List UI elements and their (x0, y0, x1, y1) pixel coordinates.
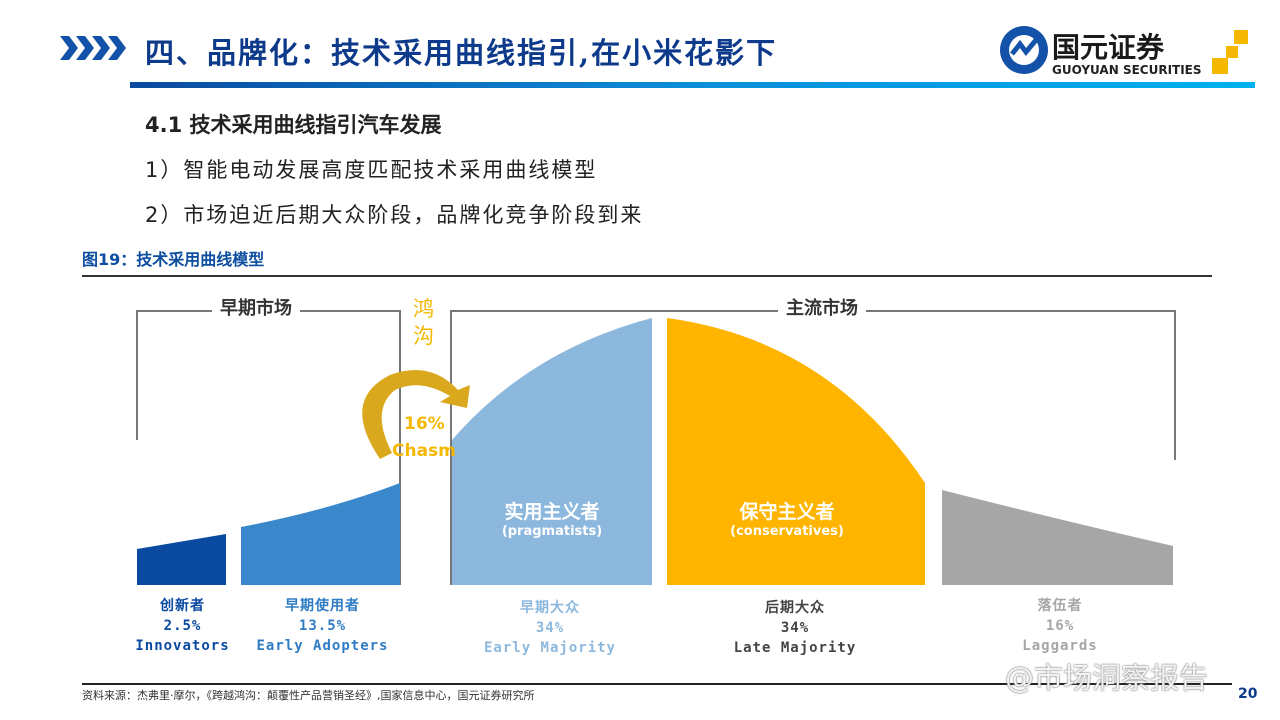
point-1: 1）智能电动发展高度匹配技术采用曲线模型 (145, 158, 598, 182)
page-title: 四、品牌化：技术采用曲线指引,在小米花影下 (145, 36, 778, 70)
group-pct: 16% (1045, 618, 1075, 634)
chasm-label-cn: 鸿沟 (413, 297, 434, 348)
group-late-majority: 后期大众 34% Late Majority (705, 598, 885, 658)
segment-early-majority (452, 318, 652, 585)
segment-laggards (942, 490, 1173, 585)
logo-text-en: GUOYUAN SECURITIES (1052, 63, 1202, 77)
early-market-label: 早期市场 (212, 294, 300, 320)
point-2: 2）市场迫近后期大众阶段，品牌化竞争阶段到来 (145, 203, 644, 227)
page-number: 20 (1238, 686, 1258, 702)
chasm-arrow-icon (362, 370, 470, 459)
logo-text-cn: 国元证券 (1052, 31, 1165, 64)
divider (82, 275, 1212, 277)
guoyuan-logo-icon (1000, 26, 1048, 74)
group-en: Laggards (1022, 638, 1098, 654)
figure-caption: 图19：技术采用曲线模型 (82, 250, 265, 269)
group-cn: 落伍者 (1037, 598, 1083, 614)
chevrons-icon (60, 36, 126, 60)
footer-divider (82, 683, 1232, 685)
watermark: @市场洞察报告 (1005, 661, 1209, 695)
group-innovators: 创新者 2.5% Innovators (120, 596, 245, 656)
segment-early-adopters (241, 483, 400, 585)
group-en: Innovators (135, 638, 230, 654)
header-bar (130, 82, 1255, 88)
conservatives-cn: 保守主义者 (739, 501, 835, 523)
main-market-label: 主流市场 (778, 294, 866, 320)
segment-late-majority (667, 318, 925, 585)
group-en: Early Adopters (256, 638, 389, 654)
group-cn: 早期大众 (520, 600, 580, 616)
source-note: 资料来源：杰弗里·摩尔，《跨越鸿沟：颠覆性产品营销圣经》,国家信息中心，国元证券… (82, 689, 535, 702)
group-cn: 早期使用者 (285, 598, 360, 614)
group-early-majority: 早期大众 34% Early Majority (460, 598, 640, 658)
group-cn: 创新者 (160, 598, 205, 614)
conservatives-en: (conservatives) (730, 524, 844, 539)
chasm-percent: 16% (404, 414, 445, 434)
group-pct: 2.5% (163, 618, 202, 634)
pragmatists-cn: 实用主义者 (504, 501, 600, 523)
group-pct: 13.5% (298, 618, 347, 634)
group-early-adopters: 早期使用者 13.5% Early Adopters (240, 596, 405, 656)
group-en: Early Majority (483, 640, 616, 656)
group-pct: 34% (535, 620, 565, 636)
chasm-label-en: Chasm (392, 441, 456, 461)
section-heading: 4.1 技术采用曲线指引汽车发展 (145, 113, 442, 137)
group-cn: 后期大众 (765, 600, 825, 616)
pragmatists-label: 实用主义者 (pragmatists) (452, 497, 652, 539)
group-pct: 34% (780, 620, 810, 636)
pragmatists-en: (pragmatists) (501, 524, 603, 539)
logo-stars-icon (1212, 30, 1248, 74)
group-en: Late Majority (733, 640, 857, 656)
group-laggards: 落伍者 16% Laggards (985, 596, 1135, 656)
conservatives-label: 保守主义者 (conservatives) (667, 497, 907, 539)
segment-innovators (137, 534, 226, 585)
